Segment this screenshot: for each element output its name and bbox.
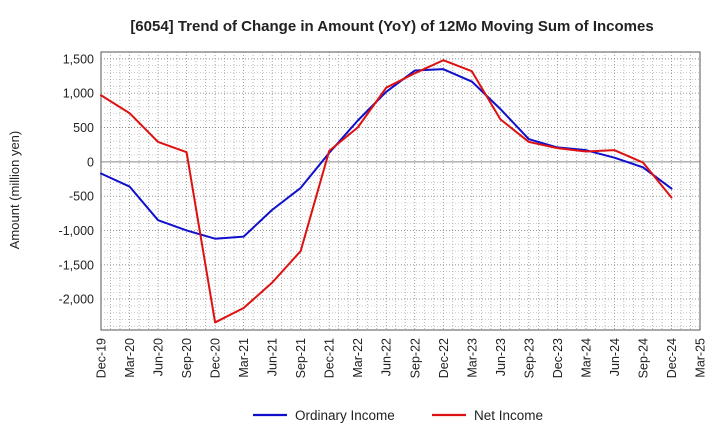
x-tick-label: Mar-22 <box>351 338 365 378</box>
x-tick-label: Mar-25 <box>694 338 708 378</box>
x-tick-label: Mar-21 <box>237 338 251 378</box>
y-tick-label: -1,500 <box>59 258 94 272</box>
x-tick-label: Sep-24 <box>636 338 650 378</box>
x-tick-label: Jun-23 <box>494 338 508 376</box>
x-tick-label: Mar-23 <box>465 338 479 378</box>
x-tick-label: Dec-19 <box>95 338 109 378</box>
ordinary-income-line <box>100 68 673 240</box>
series-lines <box>100 59 673 324</box>
x-tick-label: Sep-20 <box>180 338 194 378</box>
x-tick-label: Mar-24 <box>579 338 593 378</box>
plot-area-border <box>100 51 701 331</box>
net-income-line <box>100 59 673 324</box>
y-axis-label: Amount (million yen) <box>7 131 22 250</box>
y-tick-label: 0 <box>87 155 94 169</box>
x-tick-label: Jun-20 <box>152 338 166 376</box>
x-tick-label: Jun-21 <box>266 338 280 376</box>
legend-label-ordinary-income: Ordinary Income <box>295 408 395 423</box>
x-tick-label: Dec-20 <box>209 338 223 378</box>
y-tick-label: -1,000 <box>59 224 94 238</box>
chart-title: [6054] Trend of Change in Amount (YoY) o… <box>130 18 653 35</box>
y-tick-label: -500 <box>69 190 94 204</box>
legend: Ordinary Income Net Income <box>253 408 543 423</box>
x-tick-label: Sep-23 <box>522 338 536 378</box>
x-tick-label: Dec-21 <box>323 338 337 378</box>
x-tick-label: Dec-23 <box>551 338 565 378</box>
y-tick-label: 1,000 <box>63 87 94 101</box>
x-tick-label: Dec-24 <box>665 338 679 378</box>
x-tick-label: Jun-22 <box>380 338 394 376</box>
y-tick-label: -2,000 <box>59 293 94 307</box>
grid <box>100 51 701 331</box>
x-tick-label: Jun-24 <box>608 338 622 376</box>
legend-label-net-income: Net Income <box>474 408 543 423</box>
x-tick-label: Dec-22 <box>437 338 451 378</box>
x-tick-label: Sep-21 <box>294 338 308 378</box>
axes: 1,500 1,000 500 0 -500 -1,000 -1,500 -2,000 Dec-… <box>59 52 708 378</box>
x-tick-label: Mar-20 <box>123 338 137 378</box>
y-tick-label: 1,500 <box>63 52 94 66</box>
y-tick-label: 500 <box>73 121 94 135</box>
x-tick-label: Sep-22 <box>408 338 422 378</box>
